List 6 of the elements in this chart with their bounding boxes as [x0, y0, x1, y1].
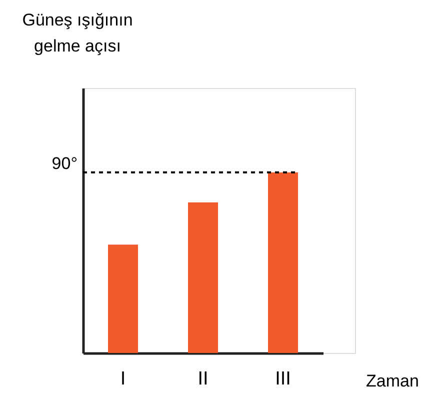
x-tick-label: II — [198, 368, 208, 390]
x-tick-label: I — [120, 368, 126, 390]
x-tick-label: III — [275, 368, 291, 390]
y-axis-title: Güneş ışığının gelme açısı — [22, 10, 133, 56]
x-axis-title: Zaman — [366, 372, 419, 390]
y-tick-label: 90° — [52, 154, 78, 173]
